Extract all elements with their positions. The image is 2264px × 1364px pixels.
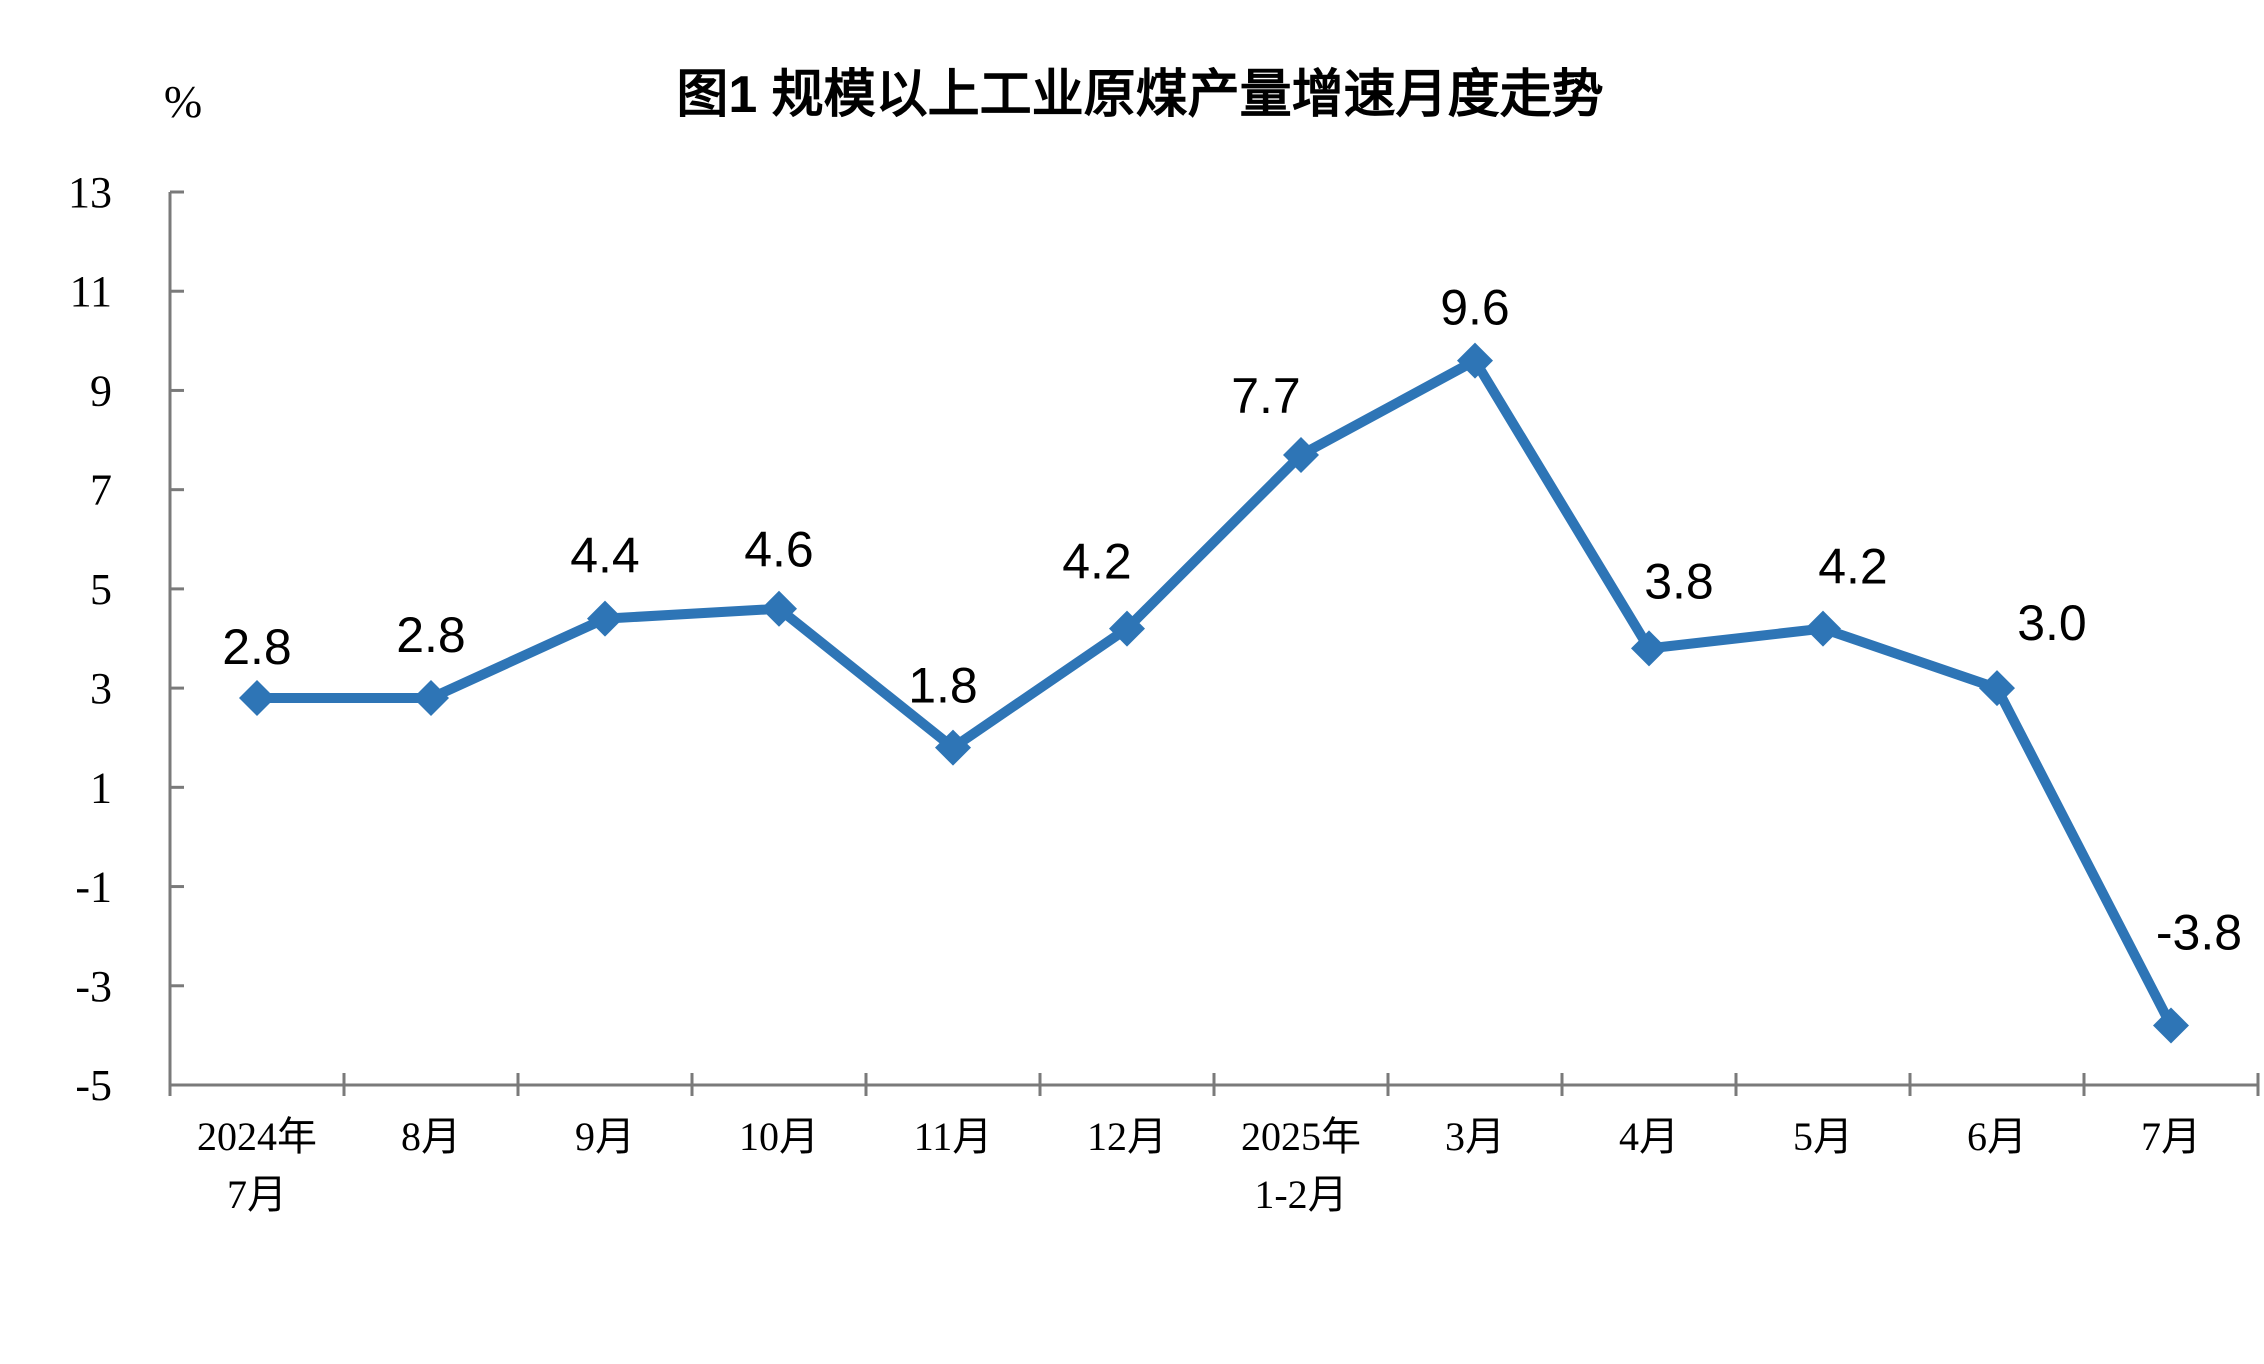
y-tick-label: -5	[75, 1061, 112, 1110]
data-point-label: -3.8	[2156, 904, 2242, 960]
x-category-label: 7月	[2141, 1114, 2201, 1159]
data-point-marker	[413, 680, 449, 717]
x-axis: 2024年 7月 8月 9月 10月 11月 12月 2025年 1-2月 3月 4月 5月 6月 7月	[168, 1073, 2260, 1217]
data-point-label: 4.2	[1062, 534, 1132, 590]
data-point-label: 9.6	[1440, 280, 1510, 336]
x-category-label: 2025年	[1241, 1114, 1361, 1159]
y-tick-label: 5	[90, 565, 112, 614]
y-tick-label: 7	[90, 466, 112, 515]
data-point-label: 7.7	[1231, 368, 1301, 424]
x-category-label: 11月	[914, 1114, 993, 1159]
data-series	[239, 342, 2189, 1044]
data-point-marker	[1631, 630, 1667, 667]
data-point-marker	[587, 600, 623, 637]
data-point-marker	[1109, 610, 1145, 647]
data-point-marker	[935, 729, 971, 766]
x-category-label: 2024年	[197, 1114, 317, 1159]
x-category-label: 8月	[401, 1114, 461, 1159]
data-point-label: 3.0	[2017, 595, 2087, 651]
y-tick-label: 9	[90, 366, 112, 415]
y-tick-label: -3	[75, 962, 112, 1011]
x-category-label: 12月	[1087, 1114, 1167, 1159]
x-category-label: 1-2月	[1254, 1172, 1347, 1217]
data-point-labels: 2.8 2.8 4.4 4.6 1.8 4.2 7.7 9.6 3.8 4.2 3.0 -3.8	[222, 280, 2242, 961]
x-category-label: 4月	[1619, 1114, 1679, 1159]
data-point-marker	[1283, 436, 1319, 473]
x-category-label: 7月	[227, 1172, 287, 1217]
data-point-label: 2.8	[396, 607, 466, 663]
chart-title: 图1 规模以上工业原煤产量增速月度走势	[676, 66, 1603, 124]
data-point-marker	[2153, 1007, 2189, 1044]
data-point-marker	[239, 680, 275, 717]
data-point-label: 1.8	[908, 658, 978, 714]
data-point-marker	[1805, 610, 1841, 647]
data-point-marker	[761, 590, 797, 627]
data-point-label: 3.8	[1644, 553, 1714, 609]
data-point-label: 4.6	[744, 522, 814, 578]
y-tick-label: -1	[75, 863, 112, 912]
data-point-label: 4.4	[570, 528, 640, 584]
x-category-label: 5月	[1793, 1114, 1853, 1159]
x-category-label: 9月	[575, 1114, 635, 1159]
y-tick-label: 3	[90, 664, 112, 713]
x-category-label: 6月	[1967, 1114, 2027, 1159]
x-category-label: 10月	[739, 1114, 819, 1159]
data-point-label: 4.2	[1818, 539, 1888, 595]
y-tick-label: 1	[90, 763, 112, 812]
data-point-label: 2.8	[222, 619, 292, 675]
series-line	[252, 355, 2176, 1031]
data-point-marker	[1979, 670, 2015, 707]
data-point-marker	[1457, 342, 1493, 379]
y-axis-unit-label: %	[164, 76, 202, 127]
y-axis: 13 11 9 7 5 3 1 -1 -3 -5	[68, 168, 184, 1110]
x-category-label: 3月	[1445, 1114, 1505, 1159]
y-tick-label: 11	[70, 267, 112, 316]
y-tick-label: 13	[68, 168, 112, 217]
